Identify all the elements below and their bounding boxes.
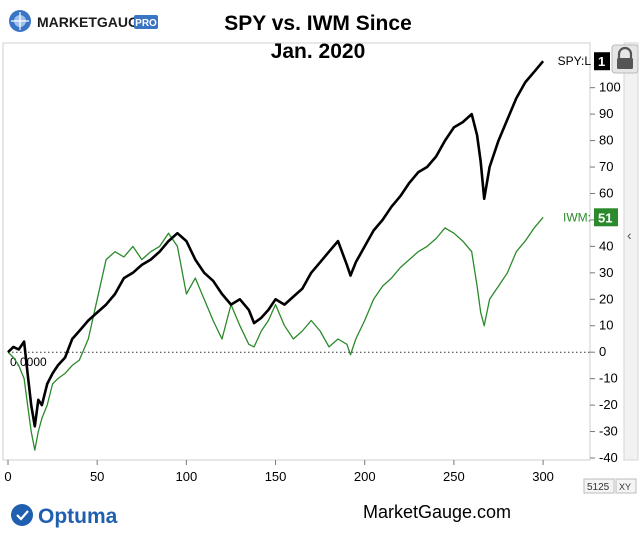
y-tick-label-7: 30: [599, 265, 613, 280]
xy-toggle-button[interactable]: [615, 478, 637, 494]
lock-icon[interactable]: [611, 44, 639, 74]
logo-text: MARKETGAUGE: [37, 14, 148, 30]
y-tick-label-8: 20: [599, 291, 613, 306]
series-badge-1: [594, 208, 618, 227]
baseline-label: 0.0000: [10, 355, 47, 369]
y-tick-label-10: 0: [599, 344, 606, 359]
x-scale-readout[interactable]: [583, 478, 615, 494]
series-name-label-0: SPY:L: [558, 54, 592, 68]
xy-toggle-text: XY: [619, 482, 631, 492]
marketgauge-logo: MARKETGAUGE PRO: [9, 10, 158, 32]
y-tick-label-2: 80: [599, 133, 613, 148]
x-tick-label-1: 50: [90, 469, 104, 484]
series-badge-0: [594, 52, 610, 71]
footer-site: MarketGauge.com: [363, 502, 511, 522]
series-layer: [7, 60, 545, 451]
y-tick-label-6: 40: [599, 238, 613, 253]
x-axis: 0 50 100 150 200 250 300: [4, 460, 554, 484]
series-line-0: [7, 60, 545, 428]
series-badge-value-1: 51: [598, 210, 612, 225]
y-tick-label-1: 90: [599, 106, 613, 121]
x-tick-label-2: 100: [176, 469, 198, 484]
chart-title-line-2: Jan. 2020: [271, 40, 366, 63]
y-tick-label-13: -30: [599, 424, 618, 439]
plot-frame: [2, 42, 591, 461]
y-tick-label-12: -20: [599, 397, 618, 412]
y-tick-label-14: -40: [599, 450, 618, 465]
y-tick-label-11: -10: [599, 371, 618, 386]
series-line-1: [7, 216, 544, 451]
series-badge-value-0: 1: [598, 54, 605, 69]
expand-chevron-icon[interactable]: ‹: [627, 227, 632, 243]
optuma-text: Optuma: [38, 505, 118, 528]
logo-badge: PRO: [135, 18, 157, 29]
x-tick-label-6: 300: [532, 469, 554, 484]
x-tick-label-4: 200: [354, 469, 376, 484]
x-tick-label-0: 0: [4, 469, 11, 484]
badge-layer: SPY:L 1 IWM: 51: [558, 52, 618, 227]
right-scroll-strip[interactable]: [623, 42, 639, 461]
series-name-label-1: IWM:: [563, 210, 591, 224]
x-tick-label-3: 150: [265, 469, 287, 484]
y-axis: 1009080706050403020100-10-20-30-40: [590, 80, 621, 465]
y-tick-label-9: 10: [599, 318, 613, 333]
y-tick-label-0: 100: [599, 80, 621, 95]
chart-title-line-1: SPY vs. IWM Since: [224, 12, 412, 35]
x-scale-readout-text: 5125: [587, 482, 610, 493]
x-tick-label-5: 250: [443, 469, 465, 484]
optuma-logo: Optuma: [11, 504, 118, 528]
y-tick-label-3: 70: [599, 159, 613, 174]
y-tick-label-4: 60: [599, 185, 613, 200]
